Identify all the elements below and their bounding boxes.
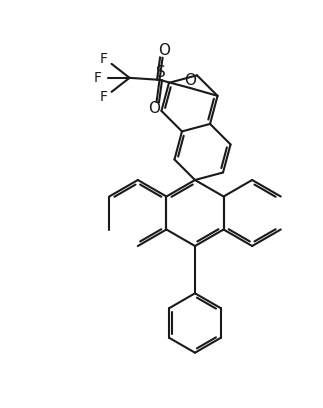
- Text: F: F: [99, 90, 108, 104]
- Text: F: F: [94, 71, 101, 85]
- Text: F: F: [99, 52, 108, 66]
- Text: O: O: [159, 43, 171, 58]
- Text: S: S: [156, 65, 165, 80]
- Text: O: O: [149, 101, 161, 116]
- Text: O: O: [184, 73, 197, 89]
